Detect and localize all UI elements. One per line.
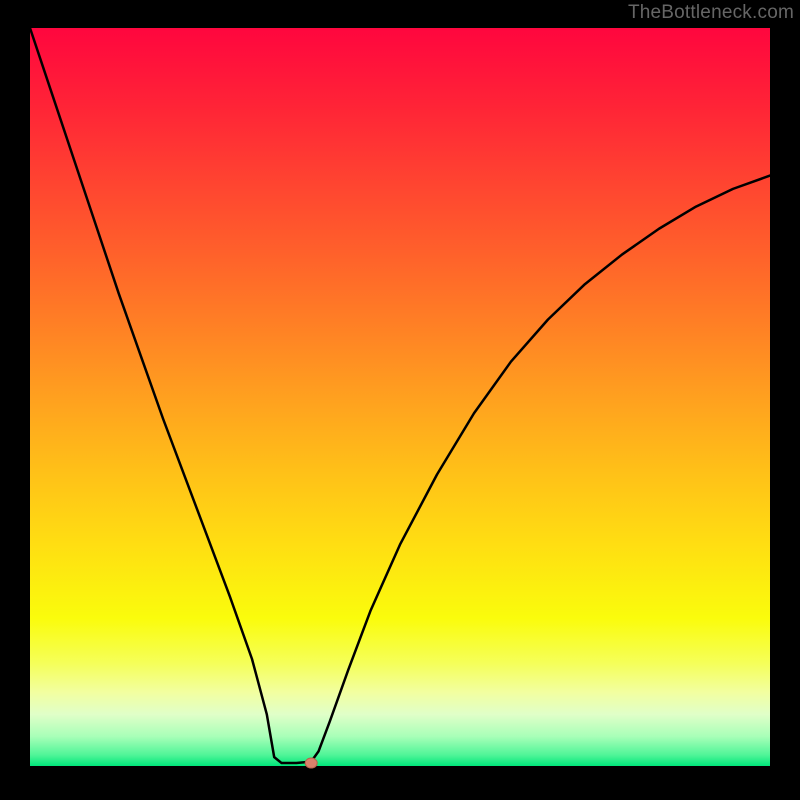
plot-gradient-background xyxy=(30,28,770,766)
bottleneck-chart xyxy=(0,0,800,800)
valley-marker xyxy=(305,758,317,768)
watermark-text: TheBottleneck.com xyxy=(628,2,794,24)
chart-container: TheBottleneck.com xyxy=(0,0,800,800)
